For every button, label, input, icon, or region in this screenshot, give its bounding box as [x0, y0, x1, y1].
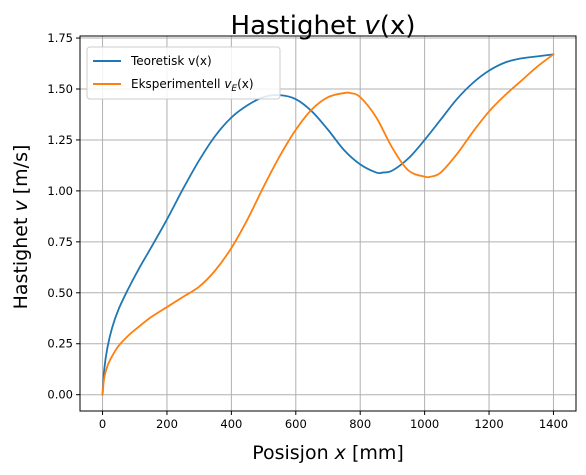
x-tick-label: 600 — [285, 417, 307, 431]
legend-label-teoretisk: Teoretisk v(x) — [130, 54, 212, 68]
y-axis-label: Hastighet v [m/s] — [10, 145, 32, 310]
x-tick-label: 0 — [99, 417, 106, 431]
y-tick-label: 1.25 — [47, 133, 73, 147]
x-tick-label: 200 — [156, 417, 178, 431]
y-axis-ticks: 0.00 0.25 0.50 0.75 1.00 1.25 1.50 1.75 — [47, 31, 80, 402]
chart-title: Hastighet v(x) — [231, 11, 416, 41]
series-line-eksperimentell — [101, 53, 555, 396]
x-axis-label: Posisjon x [mm] — [252, 442, 404, 464]
x-tick-label: 1400 — [539, 417, 568, 431]
y-tick-label: 1.75 — [47, 31, 73, 45]
legend-box — [86, 46, 281, 100]
legend: Teoretisk v(x) Eksperimentell vE(x) — [86, 46, 281, 100]
series-line-teoretisk — [101, 53, 555, 396]
legend-label-eksperimentell: Eksperimentell vE(x) — [131, 77, 254, 94]
y-tick-label: 0.50 — [47, 286, 73, 300]
x-tick-label: 400 — [220, 417, 242, 431]
x-tick-label: 1200 — [474, 417, 503, 431]
y-tick-label: 0.00 — [47, 388, 73, 402]
x-tick-label: 800 — [349, 417, 371, 431]
y-tick-label: 1.50 — [47, 82, 73, 96]
grid-lines — [80, 36, 576, 411]
series-lines — [101, 53, 555, 396]
y-tick-label: 0.25 — [47, 337, 73, 351]
y-tick-label: 0.75 — [47, 235, 73, 249]
x-axis-ticks: 0 200 400 600 800 1000 1200 1400 — [99, 411, 568, 431]
y-tick-label: 1.00 — [47, 184, 73, 198]
x-tick-label: 1000 — [410, 417, 439, 431]
plot-frame — [79, 35, 577, 412]
